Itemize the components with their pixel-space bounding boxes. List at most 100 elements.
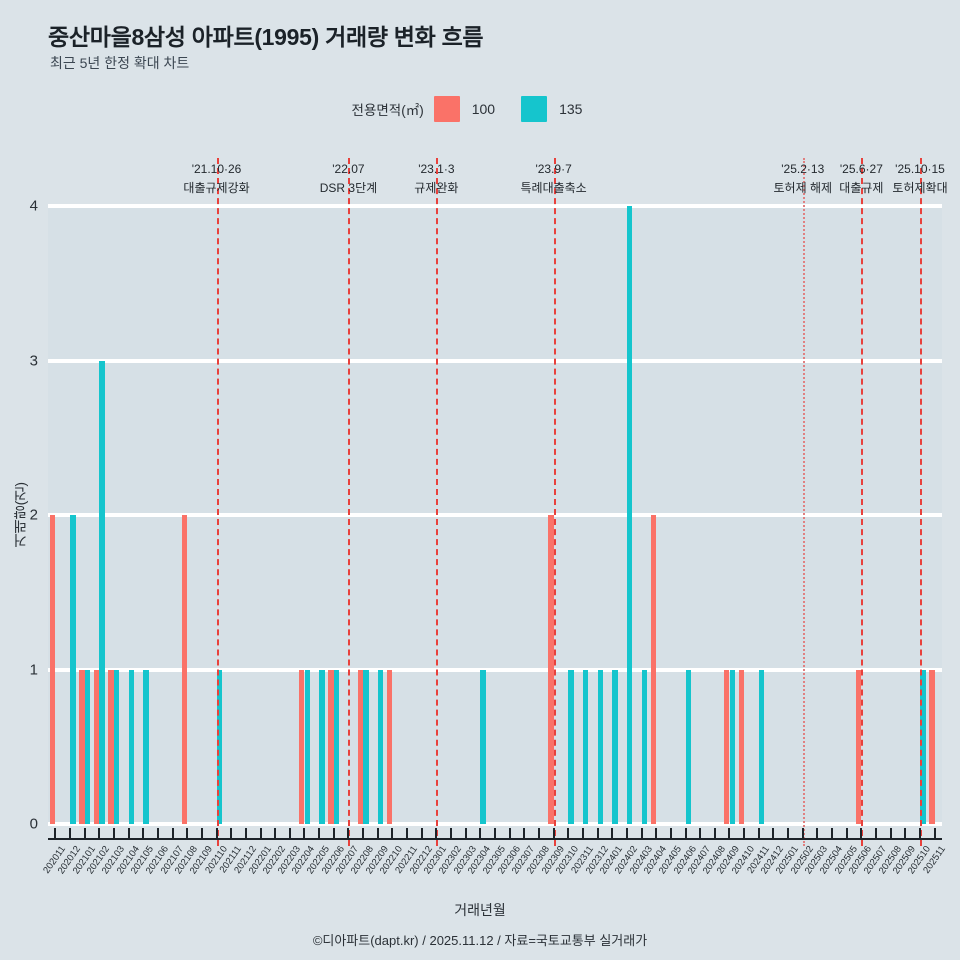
bar[interactable] xyxy=(758,669,765,824)
bar[interactable] xyxy=(641,669,648,824)
x-tick xyxy=(625,828,628,838)
bar[interactable] xyxy=(114,669,120,824)
x-tick xyxy=(816,828,819,838)
bar[interactable] xyxy=(723,669,730,824)
x-tick xyxy=(171,828,174,838)
bar[interactable] xyxy=(583,669,589,824)
x-tick xyxy=(127,828,130,838)
bar[interactable] xyxy=(729,669,736,824)
bar[interactable] xyxy=(328,669,334,824)
x-tick xyxy=(552,828,555,838)
x-tick xyxy=(406,828,409,838)
event-text: 토허제확대 xyxy=(892,180,948,195)
bar[interactable] xyxy=(548,515,554,824)
x-tick xyxy=(215,828,218,838)
bar[interactable] xyxy=(386,669,393,824)
event-date: '25.2·13 xyxy=(781,162,825,176)
x-tick xyxy=(230,828,233,838)
x-tick xyxy=(669,828,672,838)
bar[interactable] xyxy=(612,669,618,824)
x-tick xyxy=(919,828,922,838)
bar[interactable] xyxy=(597,669,604,824)
x-tick xyxy=(845,828,848,838)
bar[interactable] xyxy=(357,669,363,824)
event-marker-line xyxy=(920,158,923,846)
bar[interactable] xyxy=(920,669,926,824)
bar[interactable] xyxy=(929,669,935,824)
x-tick xyxy=(508,828,511,838)
x-tick xyxy=(98,828,101,838)
bar[interactable] xyxy=(216,669,223,824)
event-date: '22.07 xyxy=(332,162,365,176)
x-tick xyxy=(757,828,760,838)
bar[interactable] xyxy=(480,669,486,824)
x-tick xyxy=(142,828,145,838)
x-tick xyxy=(479,828,482,838)
x-tick xyxy=(362,828,365,838)
x-tick xyxy=(640,828,643,838)
x-tick xyxy=(728,828,731,838)
x-tick xyxy=(450,828,453,838)
x-axis-line xyxy=(48,838,942,840)
legend-item-100[interactable]: 100 xyxy=(433,96,517,122)
x-tick xyxy=(596,828,599,838)
bar[interactable] xyxy=(685,669,692,824)
x-axis-title: 거래년월 xyxy=(454,902,506,918)
bar[interactable] xyxy=(319,669,325,824)
bar[interactable] xyxy=(738,669,745,824)
event-annotation-label: '25.6·27 대출규제 xyxy=(839,160,883,197)
bar[interactable] xyxy=(143,669,149,824)
bar[interactable] xyxy=(304,669,310,824)
bar[interactable] xyxy=(298,669,305,824)
event-annotation-label: '25.10·15 토허제확대 xyxy=(892,160,947,197)
event-date: '23.1·3 xyxy=(418,162,455,176)
legend-label-100: 100 xyxy=(471,101,496,117)
x-tick xyxy=(684,828,687,838)
event-marker-line xyxy=(861,158,864,846)
event-marker-line xyxy=(553,158,556,846)
bar[interactable] xyxy=(568,669,574,824)
x-tick xyxy=(391,828,394,838)
legend-label-135: 135 xyxy=(559,101,583,117)
bar[interactable] xyxy=(79,669,85,824)
event-annotation-label: '22.07 DSR 3단계 xyxy=(320,160,377,197)
event-annotation-label: '25.2·13 토허제 해제 xyxy=(773,160,832,197)
page-title: 중산마을8삼성 아파트(1995) 거래량 변화 흐름 xyxy=(48,24,484,50)
bar[interactable] xyxy=(181,515,188,824)
x-tick xyxy=(933,828,936,838)
x-tick xyxy=(303,828,306,838)
bar[interactable] xyxy=(363,669,369,824)
bar[interactable] xyxy=(108,669,114,824)
event-text: 대출규제 xyxy=(839,180,884,195)
x-tick xyxy=(464,828,467,838)
x-tick xyxy=(875,828,878,838)
x-tick xyxy=(274,828,277,838)
gridline xyxy=(48,513,942,517)
x-tick xyxy=(347,828,350,838)
gridline xyxy=(48,358,942,363)
x-tick xyxy=(83,828,86,838)
bar[interactable] xyxy=(99,360,105,824)
bar[interactable] xyxy=(84,669,91,824)
plot-area xyxy=(48,204,942,826)
legend-item-135[interactable]: 135 xyxy=(521,96,604,122)
event-annotation-label: '23.1·3 규제완화 xyxy=(414,160,458,197)
event-date: '23.9·7 xyxy=(535,162,572,176)
bar[interactable] xyxy=(49,515,56,824)
event-text: 특례대출축소 xyxy=(520,180,587,195)
bar[interactable] xyxy=(70,515,76,824)
legend-swatch-100 xyxy=(433,96,460,122)
footer-credit: ©디아파트(dapt.kr) / 2025.11.12 / 자료=국토교통부 실… xyxy=(312,933,648,948)
bar[interactable] xyxy=(333,669,340,824)
bar[interactable] xyxy=(627,206,633,824)
x-tick xyxy=(68,828,71,838)
event-date: '21.10·26 xyxy=(191,162,242,176)
bar[interactable] xyxy=(650,515,657,824)
x-tick xyxy=(713,828,716,838)
gridline xyxy=(48,204,942,208)
bar[interactable] xyxy=(377,669,384,824)
bar[interactable] xyxy=(128,669,135,824)
bar[interactable] xyxy=(93,669,100,824)
bar[interactable] xyxy=(855,669,862,824)
